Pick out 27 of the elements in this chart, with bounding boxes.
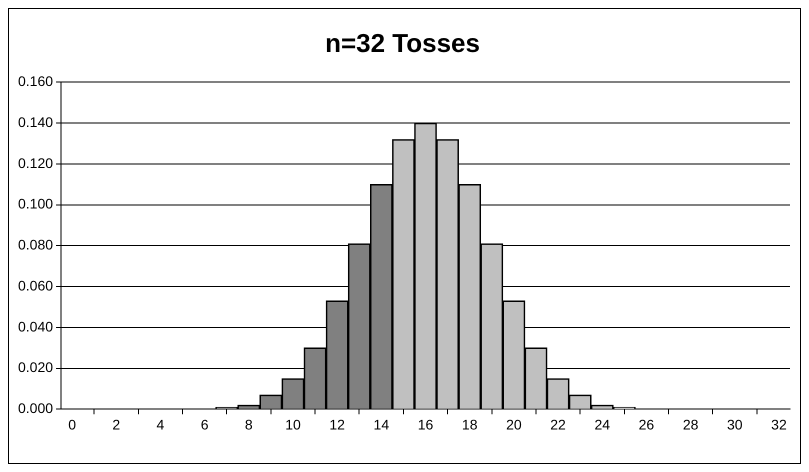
x-tick-label: 0 (68, 416, 76, 432)
y-tick-label: 0.000 (18, 400, 54, 416)
y-tick-label: 0.120 (18, 154, 54, 171)
y-tick-label: 0.100 (18, 196, 54, 212)
y-tick-label: 0.020 (18, 359, 54, 376)
y-tick-label: 0.080 (18, 236, 54, 253)
x-tick-label: 28 (682, 416, 699, 432)
x-tick-label: 20 (506, 416, 522, 432)
y-tick-label: 0.160 (18, 73, 54, 90)
y-tick-label: 0.060 (18, 277, 54, 294)
x-tick-label: 24 (594, 416, 610, 432)
x-tick-label: 30 (726, 416, 743, 432)
x-tick-label: 32 (771, 416, 787, 432)
x-tick-label: 26 (638, 416, 654, 432)
x-tick-label: 22 (550, 416, 566, 432)
y-tick-label: 0.040 (18, 318, 54, 334)
x-tick-label: 4 (156, 416, 165, 432)
chart-title: n=32 Tosses (325, 28, 480, 58)
x-tick-label: 2 (112, 416, 120, 432)
x-tick-label: 16 (418, 416, 434, 432)
x-tick-label: 10 (285, 416, 301, 432)
x-tick-label: 8 (244, 416, 253, 432)
x-tick-label: 14 (374, 416, 390, 432)
y-tick-label: 0.140 (18, 114, 54, 130)
x-tick-label: 18 (462, 416, 478, 432)
x-tick-label: 12 (329, 416, 346, 432)
x-tick-label: 6 (200, 416, 209, 432)
